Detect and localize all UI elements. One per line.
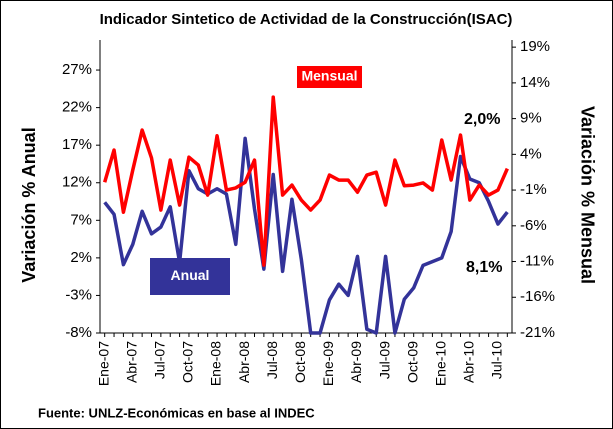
y-tick-label: 27% xyxy=(62,61,92,78)
annotation: 8,1% xyxy=(466,259,502,276)
annotation: 2,0% xyxy=(464,111,500,128)
y-axis-title: Variación % Anual xyxy=(19,127,39,282)
y-tick-label: 12% xyxy=(62,174,92,191)
legend-box xyxy=(297,66,362,88)
x-tick-label: Jul-07 xyxy=(152,341,168,379)
series-line xyxy=(102,95,509,267)
y-tick-label: 7% xyxy=(70,211,92,228)
x-tick-label: Abr-09 xyxy=(348,341,364,383)
y-tick-label: -3% xyxy=(65,286,92,303)
y2-tick-label: 4% xyxy=(520,145,542,162)
y2-tick-label: -11% xyxy=(520,253,554,270)
y-tick-label: 2% xyxy=(70,249,92,266)
y-tick-label: 17% xyxy=(62,136,92,153)
x-tick-label: Abr-07 xyxy=(123,341,139,383)
x-tick-label: Ene-10 xyxy=(432,341,448,386)
y-tick-label: -8% xyxy=(65,324,92,341)
x-tick-label: Oct-09 xyxy=(404,341,420,383)
x-tick-label: Jul-09 xyxy=(376,341,392,379)
x-tick-label: Oct-08 xyxy=(292,341,308,383)
x-tick-label: Jul-10 xyxy=(489,341,505,379)
y-tick-label: 22% xyxy=(62,99,92,116)
y2-axis-title: Variación % Mensual xyxy=(577,106,597,284)
y2-tick-label: 19% xyxy=(520,38,550,55)
source: Fuente: UNLZ-Económicas en base al INDEC xyxy=(38,405,315,420)
y2-tick-label: 14% xyxy=(520,74,550,91)
y2-tick-label: -21% xyxy=(520,324,555,341)
x-tick-label: Ene-07 xyxy=(95,341,111,386)
legend-label: Mensual xyxy=(301,68,357,84)
series-line xyxy=(103,136,509,335)
legend-box xyxy=(150,258,230,295)
y2-tick-label: -16% xyxy=(520,288,555,305)
x-tick-label: Jul-08 xyxy=(264,341,280,379)
chart-title: Indicador Sintetico de Actividad de la C… xyxy=(100,11,513,28)
x-tick-label: Ene-08 xyxy=(208,341,224,386)
x-tick-label: Ene-09 xyxy=(320,341,336,386)
y2-tick-label: -6% xyxy=(520,217,547,234)
x-tick-label: Abr-08 xyxy=(236,341,252,383)
y2-tick-label: 9% xyxy=(520,110,542,127)
y2-tick-label: -1% xyxy=(520,181,547,198)
x-tick-label: Abr-10 xyxy=(461,341,477,383)
x-tick-label: Oct-07 xyxy=(180,341,196,383)
legend-label: Anual xyxy=(171,267,210,283)
